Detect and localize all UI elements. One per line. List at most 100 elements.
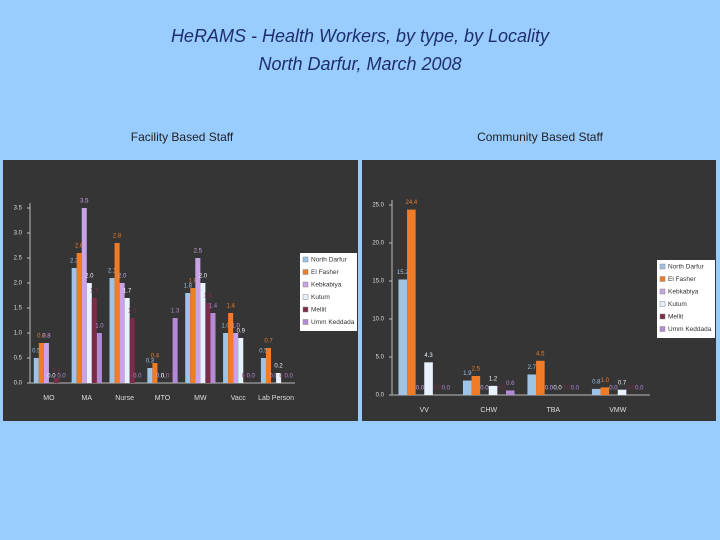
bar (91, 298, 97, 383)
data-label: 2.6 (75, 244, 84, 250)
bar (228, 313, 234, 383)
data-label: 0.0 (433, 386, 442, 392)
data-label: 0.0 (416, 386, 425, 392)
data-label: 0.0 (562, 386, 571, 392)
bar (471, 376, 481, 395)
legend-label: Umm Keddada (668, 326, 712, 333)
data-label: 0.8 (592, 379, 601, 385)
bar (591, 388, 601, 395)
data-label: 0.3 (146, 359, 155, 365)
bar (43, 343, 49, 383)
data-label: 0.0 (635, 386, 644, 392)
legend-label: El Fasher (668, 276, 697, 283)
x-tick-label: Nurse (115, 395, 134, 402)
data-label: 2.5 (194, 249, 203, 255)
data-label: 4.3 (424, 353, 433, 359)
legend-swatch (302, 294, 309, 300)
data-label: 1.7 (123, 289, 132, 295)
x-tick-label: Lab Person (258, 395, 294, 402)
x-tick-label: MW (194, 395, 207, 402)
y-tick-label: 3.0 (14, 231, 23, 237)
legend-swatch (302, 281, 309, 288)
legend-label: North Darfur (311, 257, 348, 264)
legend-swatch (302, 269, 309, 275)
legend-swatch (659, 326, 666, 332)
data-label: 0.8 (37, 334, 46, 340)
bar (190, 288, 196, 383)
data-label: 2.3 (70, 259, 79, 265)
legend-box (657, 260, 715, 338)
data-label: 0.0 (442, 386, 451, 392)
data-label: 4.5 (536, 351, 545, 357)
legend-swatch (302, 306, 309, 313)
data-label: 0.9 (237, 329, 246, 335)
y-tick-label: 0.0 (376, 393, 385, 399)
data-label: 0.0 (626, 386, 635, 392)
bar (38, 343, 44, 383)
bar (527, 374, 537, 395)
data-label: 0.2 (274, 364, 283, 370)
data-label: 1.2 (489, 376, 498, 382)
legend-swatch (302, 256, 309, 263)
data-label: 1.7 (90, 289, 99, 295)
legend-swatch (302, 319, 309, 325)
bar (86, 283, 92, 383)
y-tick-label: 20.0 (372, 241, 384, 247)
data-label: 0.8 (42, 334, 51, 340)
y-tick-label: 1.5 (14, 306, 23, 312)
bar (205, 303, 211, 383)
bar (223, 333, 229, 383)
bar (195, 258, 201, 383)
bar (265, 348, 272, 383)
data-label: 2.5 (472, 367, 481, 373)
x-tick-label: Vacc (231, 395, 247, 402)
data-label: 1.0 (601, 378, 610, 384)
bar (260, 358, 266, 383)
data-label: 1.9 (189, 279, 198, 285)
y-tick-label: 1.0 (14, 331, 23, 337)
data-label: 0.5 (259, 349, 268, 355)
bar (119, 283, 125, 383)
data-label: 0.0 (497, 386, 506, 392)
legend-box (300, 253, 357, 331)
bar (407, 209, 416, 395)
slide-subtitle: North Darfur, March 2008 (258, 54, 462, 74)
x-tick-label: MTO (155, 395, 171, 402)
bar (147, 368, 153, 383)
y-tick-label: 15.0 (372, 279, 384, 285)
bar (398, 279, 408, 395)
x-tick-label: VV (420, 407, 430, 414)
y-tick-label: 25.0 (372, 203, 384, 209)
chart-panel (3, 160, 358, 421)
bar (152, 363, 158, 383)
legend-label: Kebkabiya (668, 289, 699, 296)
bar (488, 385, 498, 395)
bar (109, 278, 115, 383)
bar (617, 389, 627, 395)
legend-swatch (659, 288, 666, 295)
y-tick-label: 0.0 (14, 381, 23, 387)
data-label: 0.0 (242, 374, 251, 380)
legend-label: Mellit (668, 314, 683, 321)
data-label: 1.8 (184, 284, 193, 290)
chart-title: Facility Based Staff (131, 130, 234, 144)
data-label: 15.2 (397, 270, 409, 276)
data-label: 2.0 (85, 274, 94, 280)
data-label: 2.0 (118, 274, 127, 280)
y-tick-label: 2.5 (14, 256, 23, 262)
data-label: 0.5 (32, 349, 41, 355)
bar (33, 358, 39, 383)
bar (129, 318, 135, 383)
data-label: 0.0 (57, 374, 66, 380)
data-label: 0.0 (279, 374, 288, 380)
y-tick-label: 0.5 (14, 356, 23, 362)
data-label: 0.0 (47, 374, 56, 380)
data-label: 0.7 (264, 339, 273, 345)
legend-swatch (659, 301, 666, 307)
bar (233, 333, 239, 383)
bar (600, 387, 610, 395)
bar (276, 373, 282, 383)
data-label: 0.1 (52, 369, 61, 375)
